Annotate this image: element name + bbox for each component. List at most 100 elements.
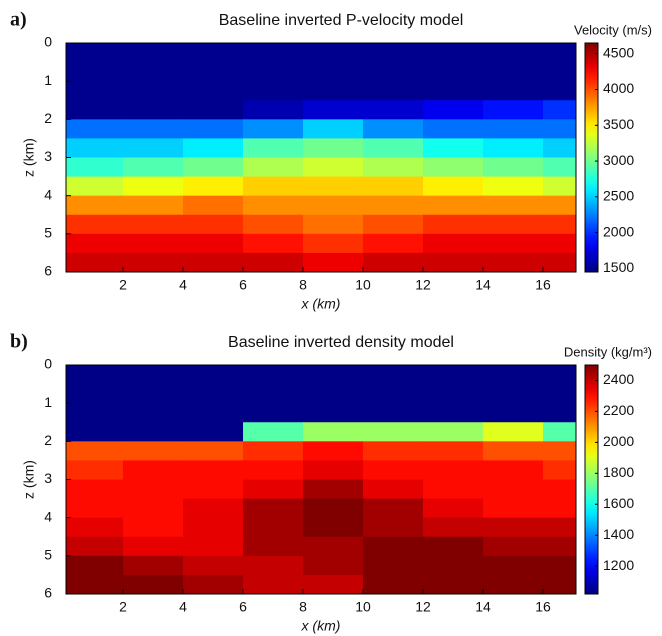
- cell: [66, 460, 124, 480]
- cell: [543, 176, 576, 197]
- cell: [123, 555, 184, 576]
- cell: [423, 43, 484, 63]
- cell: [363, 574, 424, 594]
- cell: [66, 176, 124, 197]
- cell: [183, 43, 244, 63]
- cell: [483, 233, 544, 254]
- cell: [123, 176, 184, 197]
- cell: [183, 81, 244, 101]
- cell: [423, 138, 484, 158]
- colorbar-tick-label: 2000: [603, 433, 634, 449]
- cell: [543, 100, 576, 120]
- panel-label: a): [10, 9, 27, 31]
- cell: [183, 384, 244, 404]
- y-tick-label: 3: [44, 470, 52, 486]
- x-tick-label: 6: [239, 599, 247, 615]
- cell: [123, 403, 184, 423]
- cell: [363, 157, 424, 178]
- cell: [363, 403, 424, 423]
- x-tick-label: 6: [239, 277, 247, 293]
- cell: [66, 214, 124, 235]
- cell: [66, 195, 124, 216]
- x-tick-label: 10: [355, 277, 371, 293]
- cell: [363, 365, 424, 385]
- cell: [183, 498, 244, 519]
- y-tick-label: 5: [44, 225, 52, 241]
- cell: [543, 43, 576, 63]
- cell: [66, 233, 124, 254]
- cell: [543, 81, 576, 101]
- cell: [543, 195, 576, 216]
- cell: [423, 62, 484, 82]
- cell: [363, 195, 424, 216]
- cell: [123, 441, 184, 461]
- heatmap: [66, 365, 576, 594]
- cell: [123, 233, 184, 254]
- cell: [66, 157, 124, 178]
- cell: [363, 441, 424, 461]
- cell: [183, 441, 244, 461]
- cell: [66, 479, 124, 500]
- colorbar-tick-label: 1800: [603, 464, 634, 480]
- y-tick-label: 4: [44, 186, 52, 202]
- x-axis-label: x (km): [301, 296, 341, 312]
- cell: [423, 441, 484, 461]
- panel-label: b): [10, 331, 28, 353]
- colorbar-tick-label: 1500: [603, 259, 634, 275]
- cell: [423, 252, 484, 272]
- cell: [303, 233, 364, 254]
- colorbar-tick-label: 1400: [603, 526, 634, 542]
- cell: [243, 195, 304, 216]
- cell: [123, 62, 184, 82]
- cell: [543, 555, 576, 576]
- cell: [183, 157, 244, 178]
- cell: [363, 214, 424, 235]
- cell: [66, 422, 124, 442]
- cell: [483, 403, 544, 423]
- cell: [183, 195, 244, 216]
- x-tick-label: 14: [475, 599, 491, 615]
- colorbar-tick-label: 1200: [603, 557, 634, 573]
- cell: [303, 479, 364, 500]
- cell: [183, 62, 244, 82]
- cell: [183, 119, 244, 139]
- cell: [363, 100, 424, 120]
- x-tick-label: 8: [299, 277, 307, 293]
- colorbar-tick-label: 2000: [603, 223, 634, 239]
- cell: [243, 403, 304, 423]
- y-tick-label: 6: [44, 585, 52, 601]
- cell: [183, 536, 244, 557]
- cell: [483, 555, 544, 576]
- cell: [243, 555, 304, 576]
- cell: [66, 517, 124, 538]
- cell: [303, 441, 364, 461]
- y-tick-label: 1: [44, 394, 52, 410]
- cell: [303, 176, 364, 197]
- cell: [483, 62, 544, 82]
- y-tick-label: 2: [44, 432, 52, 448]
- cell: [66, 62, 124, 82]
- cell: [66, 81, 124, 101]
- cell: [243, 233, 304, 254]
- cell: [243, 422, 304, 442]
- cell: [423, 81, 484, 101]
- cell: [423, 555, 484, 576]
- cell: [363, 517, 424, 538]
- cell: [66, 384, 124, 404]
- y-tick-label: 5: [44, 547, 52, 563]
- cell: [123, 422, 184, 442]
- cell: [483, 574, 544, 594]
- x-axis-label: x (km): [301, 618, 341, 634]
- cell: [183, 422, 244, 442]
- x-tick-label: 4: [179, 277, 187, 293]
- cell: [543, 441, 576, 461]
- cell: [243, 157, 304, 178]
- chart-title: Baseline inverted P-velocity model: [219, 12, 464, 29]
- cell: [243, 574, 304, 594]
- y-tick-label: 6: [44, 263, 52, 279]
- cell: [123, 479, 184, 500]
- cell: [483, 157, 544, 178]
- cell: [363, 62, 424, 82]
- cell: [363, 233, 424, 254]
